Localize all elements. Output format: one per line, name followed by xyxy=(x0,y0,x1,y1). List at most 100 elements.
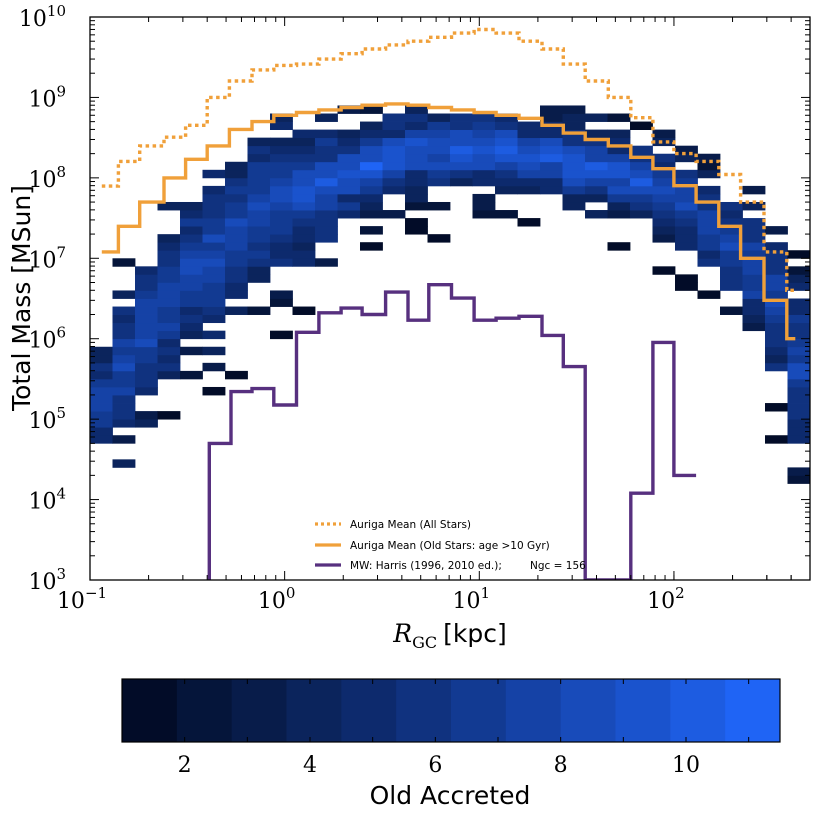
heatmap-cell xyxy=(270,193,293,203)
heatmap-cell xyxy=(607,177,631,187)
heatmap-cell xyxy=(652,234,676,243)
heatmap-cell xyxy=(787,314,810,324)
heatmap-cell xyxy=(270,234,293,243)
heatmap-cell xyxy=(270,250,293,259)
heatmap-cell xyxy=(180,306,203,315)
heatmap-cell xyxy=(382,121,406,130)
heatmap-cell xyxy=(360,129,383,139)
heatmap-cell xyxy=(270,330,293,340)
colorbar-segment xyxy=(286,679,342,742)
heatmap-cell xyxy=(765,282,788,291)
colorbar-frame xyxy=(121,678,781,743)
heatmap-cell xyxy=(495,161,518,171)
heatmap-cell xyxy=(225,201,248,211)
heatmap-cell xyxy=(495,210,518,219)
heatmap-cell xyxy=(517,137,541,147)
heatmap-cell xyxy=(585,185,608,195)
heatmap-cell xyxy=(180,314,203,324)
heatmap-cell xyxy=(292,137,316,147)
heatmap-cell xyxy=(135,314,158,324)
heatmap-cell xyxy=(742,282,766,291)
heatmap-cell xyxy=(292,129,316,139)
heatmap-cell xyxy=(765,354,788,364)
x-axis-label: RGC [kpc] xyxy=(392,619,506,652)
heatmap-cell xyxy=(652,193,676,203)
heatmap-cell xyxy=(360,210,383,219)
heatmap-cell xyxy=(472,129,496,139)
heatmap-cell xyxy=(517,129,541,139)
heatmap-cell xyxy=(247,161,271,171)
heatmap-cell xyxy=(697,290,721,299)
heatmap-cell xyxy=(450,113,473,122)
heatmap-cell xyxy=(247,210,271,219)
heatmap-cell xyxy=(765,330,788,340)
heatmap-cell xyxy=(135,338,158,348)
colorbar-segment xyxy=(176,679,233,742)
heatmap-cell xyxy=(225,185,248,195)
heatmap-cell xyxy=(562,193,586,203)
heatmap-cell xyxy=(652,177,676,187)
heatmap-cell xyxy=(742,218,766,227)
heatmap-cell xyxy=(270,242,293,251)
heatmap-cell xyxy=(337,185,361,195)
heatmap-cell xyxy=(112,395,136,404)
heatmap-cell xyxy=(742,242,766,251)
heatmap-cell xyxy=(135,322,158,332)
heatmap-cell xyxy=(360,121,383,130)
heatmap-cell xyxy=(630,177,653,187)
heatmap-cell xyxy=(405,137,428,147)
heatmap-cell xyxy=(292,306,316,315)
heatmap-cell xyxy=(247,274,271,283)
heatmap-cell xyxy=(292,242,316,251)
heatmap-cell xyxy=(270,210,293,219)
heatmap-cell xyxy=(427,153,451,163)
legend-label-ngc: Ngc = 156 xyxy=(530,560,586,572)
heatmap-cell xyxy=(652,185,676,195)
heatmap-cell xyxy=(585,153,608,163)
heatmap-cell xyxy=(765,266,788,275)
heatmap-cell xyxy=(270,298,293,307)
heatmap-cell xyxy=(112,378,136,388)
heatmap-cell xyxy=(787,282,810,291)
heatmap-cell xyxy=(315,218,338,227)
heatmap-cell xyxy=(540,169,563,179)
heatmap-cell xyxy=(562,113,586,122)
heatmap-cell xyxy=(742,290,766,299)
heatmap-cell xyxy=(135,386,158,396)
legend-label-all-stars: Auriga Mean (All Stars) xyxy=(350,519,471,531)
heatmap-cell xyxy=(337,161,361,171)
heatmap-cell xyxy=(652,266,676,275)
heatmap-cell xyxy=(180,234,203,243)
heatmap-cell xyxy=(742,314,766,324)
heatmap-cell xyxy=(405,105,428,114)
heatmap-cell xyxy=(405,226,428,235)
heatmap-cell xyxy=(787,330,810,340)
colorbar-segment xyxy=(670,679,726,742)
heatmap-cell xyxy=(157,290,181,299)
colorbar-segment xyxy=(396,679,452,742)
heatmap-cell xyxy=(585,137,608,147)
heatmap-cell xyxy=(382,137,406,147)
heatmap-cell xyxy=(472,113,496,122)
heatmap-cell xyxy=(495,129,518,139)
heatmap-cell xyxy=(315,177,338,187)
heatmap-cell xyxy=(787,266,810,275)
heatmap-cell xyxy=(360,161,383,171)
heatmap-cell xyxy=(630,145,653,155)
heatmap-cell xyxy=(202,298,226,307)
heatmap-cell xyxy=(315,169,338,179)
heatmap-cell xyxy=(720,226,743,235)
heatmap-cell xyxy=(472,210,496,219)
heatmap-cell xyxy=(202,226,226,235)
heatmap-cell xyxy=(607,145,631,155)
series-line-harris xyxy=(207,283,697,580)
heatmap-cell xyxy=(292,218,316,227)
heatmap-cell xyxy=(135,298,158,307)
heatmap-cell xyxy=(472,177,496,187)
heatmap-cell xyxy=(315,193,338,203)
heatmap-cell xyxy=(472,153,496,163)
heatmap-cell xyxy=(202,386,226,396)
heatmap-cell xyxy=(202,346,226,356)
heatmap-cell xyxy=(742,226,766,235)
heatmap-cell xyxy=(382,185,406,195)
